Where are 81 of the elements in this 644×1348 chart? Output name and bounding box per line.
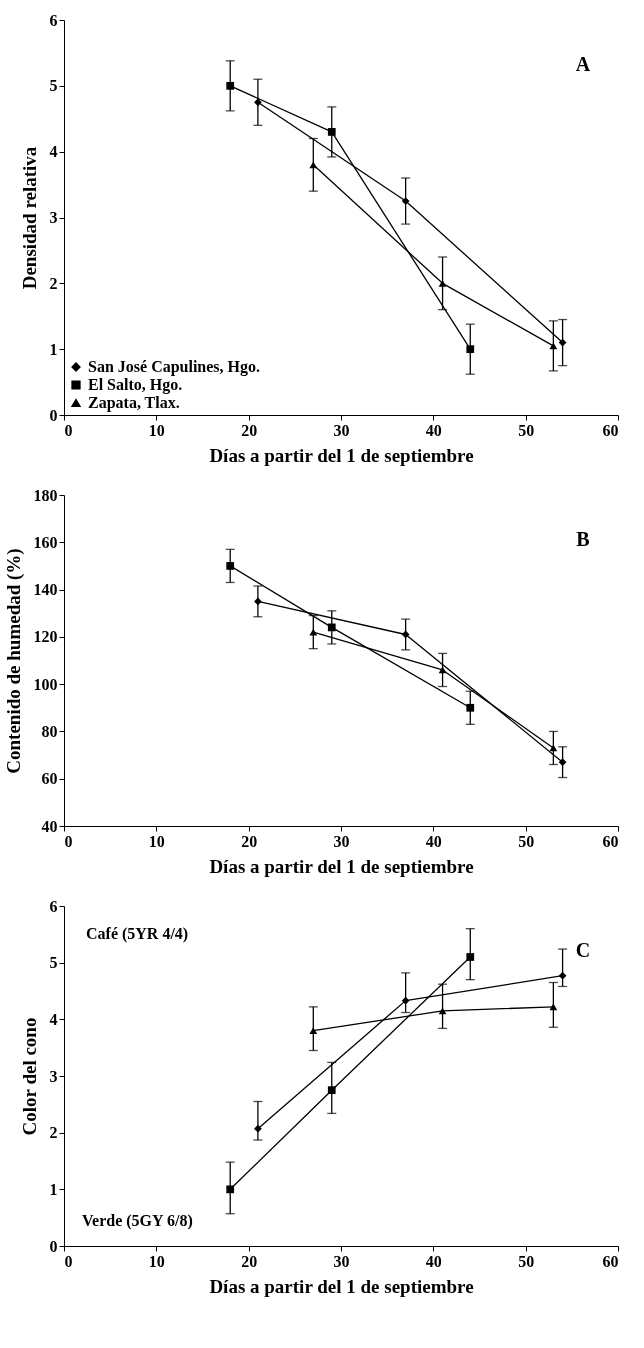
y-axis-title: Color del cono (18, 1017, 40, 1136)
point (401, 197, 410, 205)
y-tick-label: 80 (41, 722, 58, 740)
y-tick-label: 2 (49, 1124, 58, 1142)
x-axis-title: Días a partir del 1 de septiembre (209, 444, 474, 466)
point (254, 1124, 262, 1133)
x-tick-label: 50 (518, 1252, 535, 1270)
y-tick-label: 6 (49, 11, 58, 29)
y-tick-label: 0 (49, 1237, 58, 1255)
y-tick-label: 5 (49, 954, 58, 972)
y-tick-label: 4 (49, 143, 58, 161)
x-tick-label: 30 (333, 421, 350, 439)
x-tick-label: 50 (518, 421, 535, 439)
y-axis-title: Contenido de humedad (%) (2, 548, 25, 774)
y-tick-label: 3 (49, 209, 58, 226)
point (327, 128, 336, 136)
x-tick-label: 10 (148, 1252, 165, 1270)
x-tick-label: 20 (241, 1252, 258, 1270)
x-tick-label: 10 (148, 832, 165, 850)
y-tick-label: 60 (41, 770, 58, 788)
point (327, 623, 336, 632)
x-tick-label: 50 (518, 832, 535, 850)
annotation: A (575, 53, 591, 75)
point (327, 1086, 336, 1095)
point (401, 996, 410, 1005)
y-tick-label: 5 (49, 77, 58, 95)
x-tick-label: 60 (602, 1252, 619, 1270)
y-tick-label: 180 (33, 486, 58, 504)
annotation: Verde (5GY 6/8) (82, 1212, 193, 1230)
annotation: B (576, 528, 590, 550)
x-tick-label: 20 (241, 421, 258, 439)
point (438, 666, 447, 674)
x-tick-label: 40 (425, 1252, 442, 1270)
x-tick-label: 0 (64, 1252, 73, 1270)
point (309, 1027, 318, 1035)
y-tick-label: 2 (49, 274, 58, 292)
y-tick-label: 1 (49, 1180, 58, 1198)
y-tick-label: 160 (33, 533, 58, 551)
x-tick-label: 40 (425, 832, 442, 850)
y-tick-label: 1 (49, 340, 58, 358)
point (549, 1003, 558, 1011)
point (466, 703, 475, 712)
annotation: Café (5YR 4/4) (86, 925, 189, 943)
point (226, 1185, 235, 1194)
point (254, 597, 262, 606)
y-tick-label: 0 (49, 406, 58, 424)
annotation: C (575, 939, 591, 961)
point (401, 630, 410, 639)
x-tick-label: 10 (148, 421, 165, 439)
x-tick-label: 30 (333, 1252, 350, 1270)
point (438, 1007, 447, 1015)
y-tick-label: 3 (49, 1067, 58, 1085)
point (549, 342, 558, 350)
y-tick-label: 6 (49, 897, 58, 915)
x-axis-title: Días a partir del 1 de septiembre (209, 855, 474, 877)
legend-label: El Salto, Hgo. (88, 376, 183, 394)
y-tick-label: 140 (33, 581, 58, 599)
y-axis-title: Densidad relativa (18, 146, 40, 290)
legend-label: Zapata, Tlax. (88, 394, 180, 412)
point (254, 98, 262, 107)
point (558, 971, 567, 980)
x-tick-label: 20 (241, 832, 258, 850)
point (226, 81, 235, 90)
x-tick-label: 60 (602, 832, 619, 850)
y-tick-label: 4 (49, 1010, 58, 1028)
point (466, 345, 475, 354)
x-tick-label: 30 (333, 832, 350, 850)
x-tick-label: 0 (64, 421, 73, 439)
point (309, 161, 318, 169)
point (558, 338, 567, 347)
y-tick-label: 120 (33, 628, 58, 646)
x-tick-label: 0 (64, 832, 73, 850)
x-tick-label: 40 (425, 421, 442, 439)
x-tick-label: 60 (602, 421, 619, 439)
y-tick-label: 40 (41, 817, 58, 835)
point (226, 562, 235, 570)
legend-label: San José Capulines, Hgo. (88, 358, 261, 376)
point (558, 758, 567, 767)
y-tick-label: 100 (33, 675, 58, 693)
x-axis-title: Días a partir del 1 de septiembre (209, 1275, 474, 1297)
point (466, 953, 475, 961)
